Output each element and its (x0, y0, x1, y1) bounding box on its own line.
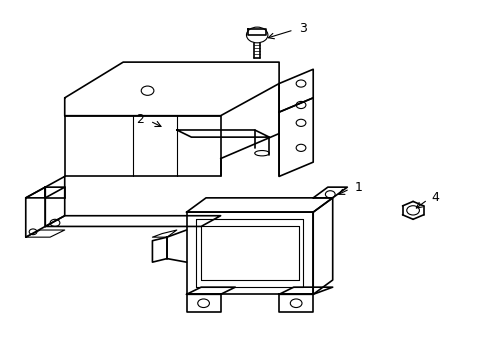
Text: 1: 1 (355, 181, 363, 194)
Text: 4: 4 (431, 192, 439, 204)
Text: 3: 3 (299, 22, 307, 35)
Text: 2: 2 (136, 113, 144, 126)
